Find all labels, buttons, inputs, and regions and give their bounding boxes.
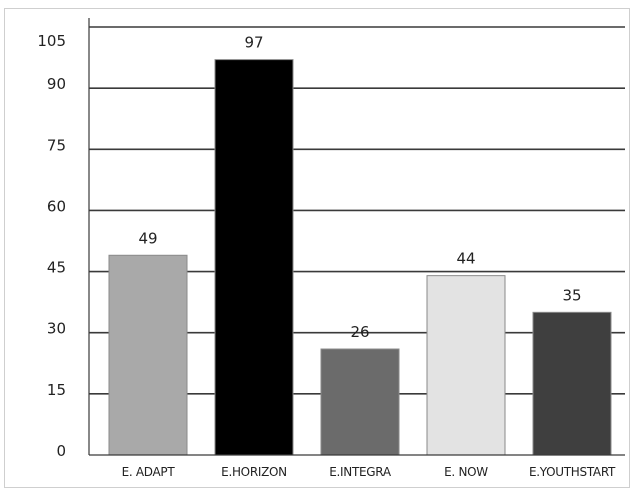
y-axis-ticks: 0 15 30 45 60 75 90 105 [37, 32, 66, 460]
x-tick-label-e-adapt: E. ADAPT [122, 465, 176, 479]
y-tick-label-45: 45 [47, 259, 66, 277]
data-label-e-adapt: 49 [138, 229, 157, 247]
bar-e-now [426, 275, 506, 456]
x-tick-label-e-now: E. NOW [444, 465, 488, 479]
y-tick-label-75: 75 [47, 136, 66, 154]
data-label-e-integra: 26 [350, 323, 369, 341]
bars [108, 59, 612, 456]
bar-e-integra [320, 348, 400, 456]
bar-e-horizon [214, 59, 294, 456]
bar-e-youthstart [532, 311, 612, 456]
x-tick-label-e-horizon: E.HORIZON [221, 465, 287, 479]
data-label-e-now: 44 [456, 250, 475, 268]
x-tick-label-e-integra: E.INTEGRA [329, 465, 392, 479]
data-label-e-horizon: 97 [244, 34, 263, 52]
x-tick-label-e-youthstart: E.YOUTHSTART [529, 465, 616, 479]
y-tick-label-0: 0 [56, 442, 66, 460]
y-tick-label-60: 60 [47, 197, 66, 215]
data-label-e-youthstart: 35 [562, 286, 581, 304]
y-tick-label-105: 105 [37, 32, 66, 50]
data-labels: 49 97 26 44 35 [138, 34, 581, 341]
x-axis-categories: E. ADAPT E.HORIZON E.INTEGRA E. NOW E.YOUTHS… [122, 465, 617, 479]
y-tick-label-15: 15 [47, 381, 66, 399]
y-tick-label-90: 90 [47, 75, 66, 93]
y-tick-label-30: 30 [47, 320, 66, 338]
bar-e-adapt [108, 254, 188, 456]
